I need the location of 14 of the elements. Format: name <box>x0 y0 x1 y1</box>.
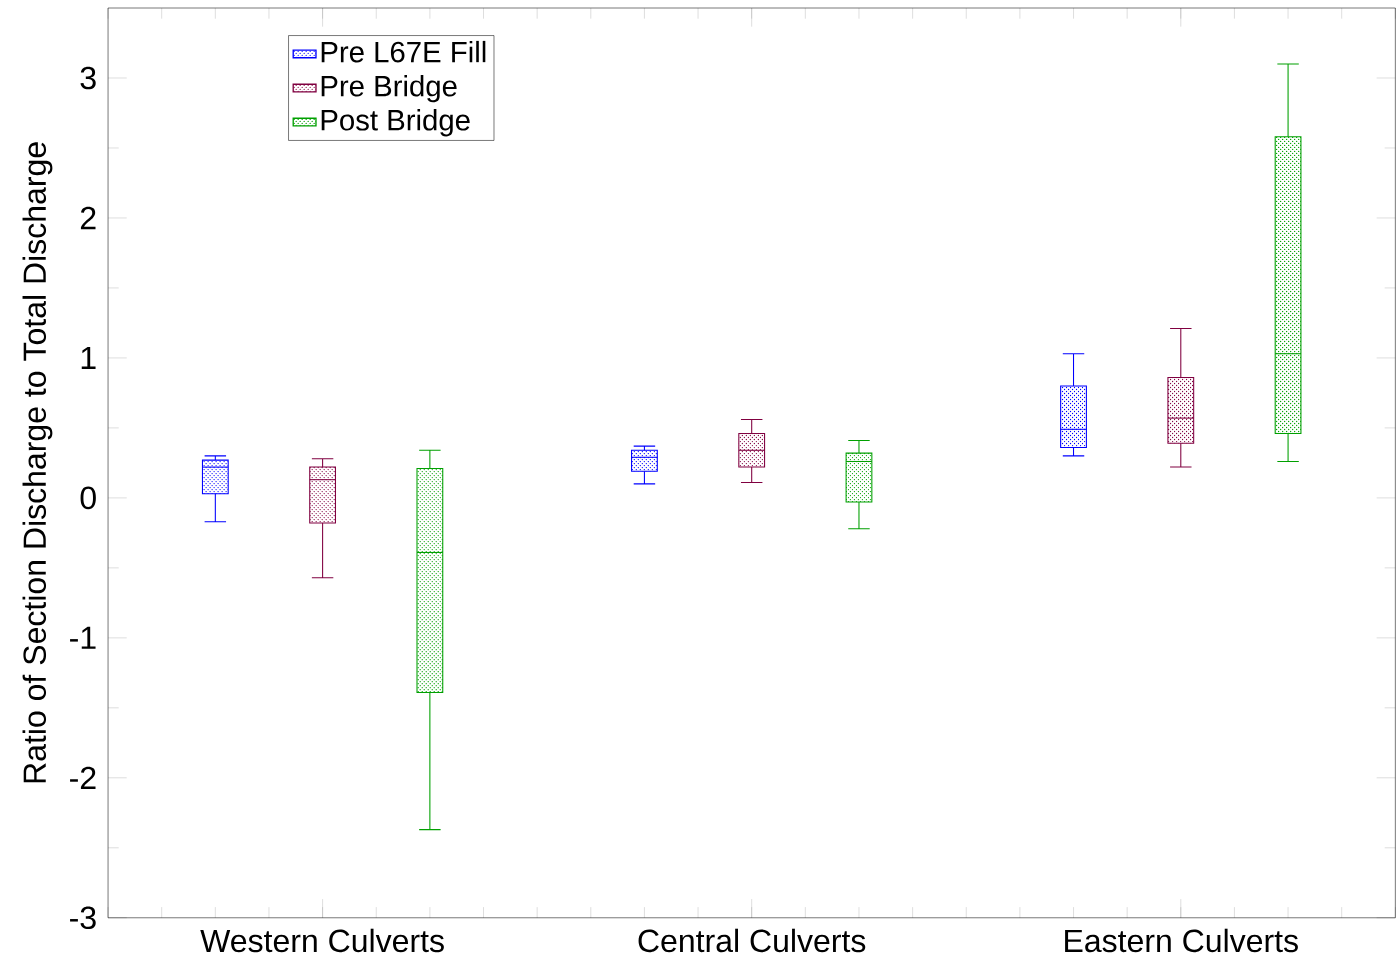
legend-label: Post Bridge <box>321 109 470 137</box>
y-tick-label: -2 <box>70 766 96 790</box>
y-tick-label: -1 <box>70 626 96 649</box>
legend-label: Pre Bridge <box>321 75 457 103</box>
x-tick-label: Central Culverts <box>638 928 866 953</box>
x-tick-label: Western Culverts <box>200 928 444 953</box>
legend-label: Pre L67E Fill <box>321 40 486 63</box>
y-axis-title: Ratio of Section Discharge to Total Discharge <box>22 142 53 783</box>
x-tick-label: Eastern Culverts <box>1065 928 1298 953</box>
y-tick-label: 1 <box>81 346 96 370</box>
y-tick-label: 0 <box>80 486 96 510</box>
y-tick-label: -3 <box>70 906 96 930</box>
y-tick-label: 3 <box>80 66 96 90</box>
y-tick-label: 2 <box>80 206 96 230</box>
